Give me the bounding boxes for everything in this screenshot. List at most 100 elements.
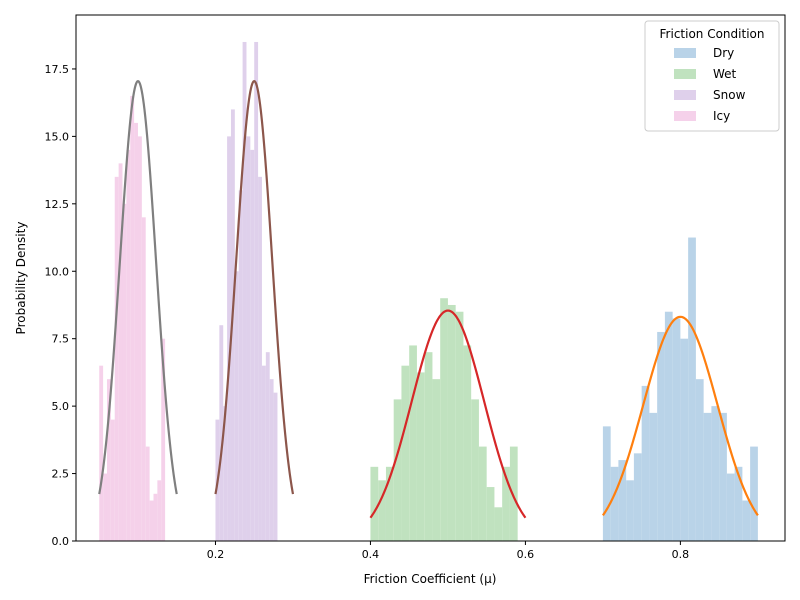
- y-tick-label: 12.5: [45, 198, 70, 211]
- histogram-bar-wet: [502, 466, 510, 541]
- histogram-bar-icy: [118, 163, 123, 542]
- y-tick-label: 17.5: [45, 63, 70, 76]
- histogram-bar-snow: [261, 365, 266, 541]
- histogram-bar-dry: [695, 379, 704, 541]
- histogram-bar-icy: [134, 122, 138, 542]
- histogram-bar-dry: [711, 406, 720, 541]
- histogram-bar-snow: [269, 379, 274, 541]
- histogram-bar-icy: [99, 365, 104, 541]
- histogram-bar-wet: [486, 487, 495, 541]
- legend-swatch-snow: [674, 90, 696, 100]
- plot-area-frame: [75, 14, 786, 542]
- histogram-bar-dry: [610, 466, 619, 541]
- histogram-bar-snow: [265, 352, 270, 541]
- histogram-bar-icy: [130, 95, 135, 542]
- histogram-bar-wet: [401, 365, 410, 541]
- histogram-bar-icy: [161, 338, 166, 541]
- histogram-bar-icy: [103, 473, 107, 541]
- y-tick-label: 15.0: [45, 130, 70, 143]
- histogram-bar-wet: [455, 311, 464, 541]
- x-tick-label: 0.2: [207, 548, 225, 561]
- histogram-bar-wet: [509, 446, 518, 541]
- histogram-bar-wet: [378, 480, 386, 541]
- histogram-bar-dry: [726, 473, 735, 541]
- histogram-bar-dry: [649, 412, 658, 541]
- histogram-bar-snow: [254, 41, 259, 541]
- legend-label-snow: Snow: [713, 88, 746, 102]
- histogram-bar-icy: [141, 217, 146, 541]
- histogram-bar-dry: [626, 480, 634, 541]
- x-tick-label: 0.6: [517, 548, 535, 561]
- y-tick-label: 10.0: [45, 265, 70, 278]
- histogram-bar-dry: [742, 500, 751, 541]
- histogram-bar-wet: [440, 298, 448, 541]
- legend-label-dry: Dry: [713, 46, 734, 60]
- density-curve-snow: [214, 80, 295, 495]
- y-tick-label: 2.5: [52, 468, 70, 481]
- y-tick-label: 0.0: [52, 535, 70, 548]
- y-tick-label: 5.0: [52, 400, 70, 413]
- histogram-bar-dry: [633, 453, 642, 541]
- histogram-bar-dry: [734, 466, 743, 541]
- histogram-bar-dry: [657, 331, 665, 541]
- histogram-bar-icy: [126, 149, 131, 541]
- legend-swatch-dry: [674, 48, 696, 58]
- histogram-bar-snow: [246, 136, 251, 541]
- legend-label-icy: Icy: [713, 109, 730, 123]
- histogram-bar-icy: [114, 176, 119, 541]
- y-axis-ticks: 0.0 2.5 5.0 7.5 10.0 12.5 15.0 17.5: [45, 63, 76, 548]
- histogram-bar-wet: [463, 345, 472, 541]
- histogram-bar-dry: [672, 318, 681, 541]
- histogram-bar-snow: [219, 325, 224, 541]
- histogram-bar-snow: [250, 149, 255, 541]
- histogram-bar-wet: [471, 399, 479, 541]
- x-tick-label: 0.4: [362, 548, 380, 561]
- histogram-bar-dry: [602, 426, 611, 541]
- legend-swatch-icy: [674, 111, 696, 121]
- legend-entries: Dry Wet Snow Icy: [674, 46, 746, 123]
- histogram-bar-wet: [416, 372, 425, 541]
- histogram-bar-dry: [719, 412, 727, 541]
- histogram-bar-dry: [664, 311, 673, 541]
- histogram-bar-wet: [370, 466, 379, 541]
- histogram-bar-wet: [478, 446, 487, 541]
- histogram-bar-wet: [424, 352, 433, 541]
- histogram-bar-wet: [385, 466, 394, 541]
- histogram-bar-snow: [273, 392, 278, 541]
- legend: Friction Condition Dry Wet Snow Icy: [644, 20, 780, 132]
- histogram-bar-dry: [618, 460, 627, 541]
- histogram-bar-dry: [680, 338, 689, 541]
- x-axis-label: Friction Coefficient (μ): [364, 572, 497, 586]
- histogram-bar-wet: [432, 379, 441, 541]
- x-axis-ticks: 0.2 0.4 0.6 0.8: [207, 541, 689, 561]
- legend-swatch-wet: [674, 69, 696, 79]
- histogram-bar-icy: [157, 480, 162, 541]
- histogram-bar-icy: [110, 419, 115, 541]
- histogram-bar-wet: [409, 345, 417, 541]
- histogram-bar-wet: [393, 399, 402, 541]
- histogram-bar-snow: [258, 176, 262, 541]
- y-tick-label: 7.5: [52, 333, 70, 346]
- histogram-bar-dry: [641, 385, 650, 541]
- density-curve-icy: [98, 80, 178, 495]
- histogram-bar-wet: [494, 507, 503, 541]
- histogram-bar-icy: [106, 379, 111, 541]
- legend-title: Friction Condition: [660, 27, 765, 41]
- histogram-bar-snow: [238, 190, 243, 541]
- y-axis-label: Probability Density: [14, 222, 28, 335]
- legend-label-wet: Wet: [713, 67, 737, 81]
- histogram-bar-icy: [137, 136, 142, 541]
- x-tick-label: 0.8: [672, 548, 690, 561]
- histogram-bar-snow: [242, 41, 247, 541]
- histogram-bar-icy: [153, 493, 158, 541]
- histogram-bar-snow: [227, 136, 231, 541]
- histogram-bar-snow: [223, 406, 228, 541]
- histogram-bar-wet: [447, 304, 456, 541]
- histogram-bar-dry: [703, 412, 712, 541]
- histogram-bar-dry: [750, 446, 758, 541]
- density-curve-wet: [369, 309, 527, 519]
- histogram-bar-icy: [149, 500, 154, 541]
- density-curves: [98, 80, 759, 519]
- histogram-bar-icy: [122, 203, 127, 541]
